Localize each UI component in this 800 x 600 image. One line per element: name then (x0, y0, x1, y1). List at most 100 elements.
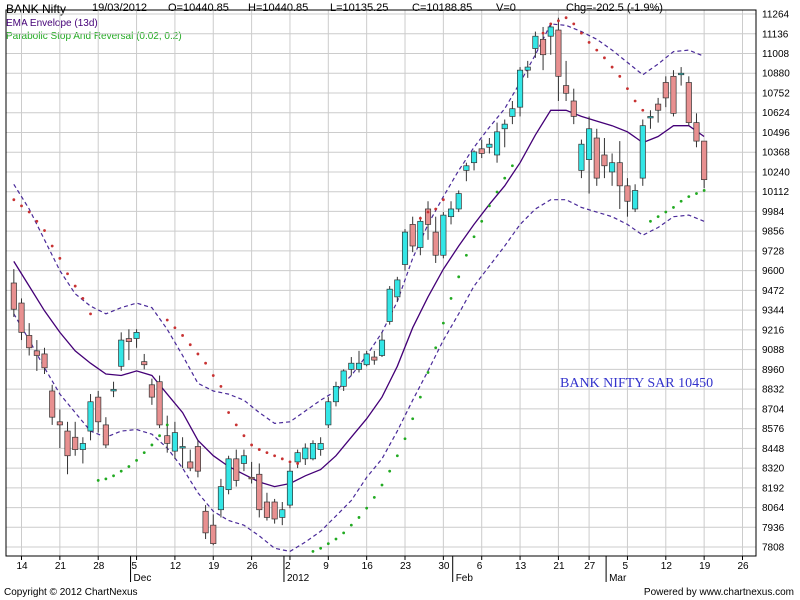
sar-dot-above (549, 22, 553, 26)
sar-dot-above (288, 460, 292, 464)
sar-dot-below (96, 479, 100, 482)
x-tick-label: 23 (400, 561, 412, 572)
sar-dot-above (418, 216, 422, 220)
sar-dot-above (250, 443, 254, 447)
y-tick-label: 9216 (762, 325, 785, 336)
sar-dot-above (587, 40, 591, 44)
sar-dot-below (449, 297, 453, 300)
candle-body (125, 338, 132, 342)
y-tick-label: 9856 (762, 227, 785, 238)
sar-dot-below (158, 434, 161, 438)
sar-dot-below (372, 495, 376, 499)
candle-body (79, 443, 86, 450)
candle-body (624, 185, 631, 202)
candle-body (685, 82, 692, 123)
sar-dot-below (695, 192, 698, 195)
candle-body (95, 396, 102, 423)
sar-dot-above (188, 343, 192, 347)
sar-dot-above (564, 16, 568, 20)
candle-body (279, 509, 286, 518)
sar-dot-above (280, 457, 284, 461)
sar-dot-above (557, 19, 560, 23)
y-tick-label: 8960 (762, 365, 785, 376)
candle-body (56, 421, 63, 426)
x-tick-label: 9 (323, 561, 329, 572)
candle-body (194, 446, 201, 472)
candle-body (378, 339, 386, 356)
y-tick-label: 8576 (762, 424, 785, 435)
sar-dot-above (50, 244, 54, 248)
sar-dot-below (702, 189, 706, 192)
sar-dot-above (27, 210, 31, 214)
sar-dot-below (127, 465, 131, 468)
sar-dot-below (349, 523, 353, 527)
candle-body (424, 208, 432, 225)
candle-body (317, 443, 324, 450)
sar-dot-above (181, 334, 184, 337)
sar-dot-below (418, 395, 422, 399)
sar-dot-below (357, 516, 361, 519)
candle-body (148, 384, 155, 398)
y-tick-label: 11136 (762, 29, 789, 40)
candle-body (187, 461, 194, 469)
powered-by-link[interactable]: Powered by www.chartnexus.com (643, 587, 794, 598)
candle-body (309, 443, 317, 460)
y-tick-label: 11264 (762, 10, 790, 21)
y-tick-label: 9600 (762, 266, 785, 277)
candle-body (593, 137, 600, 179)
sar-dot-above (641, 108, 645, 112)
sar-dot-above (204, 361, 207, 365)
chart-annotation: BANK NIFTY SAR 10450 (560, 376, 713, 391)
y-tick-label: 8704 (762, 404, 785, 415)
sar-dot-below (441, 321, 445, 325)
candle-body (494, 131, 501, 156)
x-tick-label: 27 (584, 561, 596, 572)
sar-dot-above (66, 272, 69, 276)
sar-dot-below (411, 417, 415, 421)
candle-body (64, 430, 71, 457)
sar-dot-below (464, 253, 468, 257)
sar-dot-below (434, 346, 438, 350)
x-tick-label: 12 (170, 561, 182, 572)
sar-dot-above (441, 198, 445, 202)
candle-body (440, 214, 447, 256)
candle-body (601, 154, 608, 167)
ema-line (13, 109, 705, 488)
candle-body (563, 85, 570, 94)
candle-body (578, 143, 585, 171)
candle-body (386, 288, 393, 322)
candle-body (586, 128, 593, 160)
sar-dot-below (119, 469, 123, 473)
candle-body (517, 69, 524, 108)
x-tick-label: 6 (477, 561, 483, 572)
candle-body (463, 165, 470, 171)
x-tick-label: 19 (699, 561, 711, 572)
sar-dot-below (142, 451, 146, 455)
sar-dot-below (687, 195, 691, 199)
y-tick-label: 9344 (762, 306, 785, 317)
candle-body (240, 455, 247, 464)
candle-body (325, 401, 332, 426)
y-tick-label: 10752 (762, 88, 790, 99)
month-label: Dec (134, 573, 152, 584)
x-tick-label: 26 (737, 561, 749, 572)
sar-dot-below (326, 542, 330, 546)
x-tick-label: 21 (55, 561, 67, 572)
sar-dot-below (649, 219, 652, 223)
candle-body (33, 350, 40, 356)
sar-dot-above (227, 411, 230, 414)
x-tick-label: 28 (93, 561, 105, 572)
candle-body (332, 385, 340, 403)
candle-body (210, 524, 217, 545)
month-label: Mar (609, 573, 627, 584)
plot-frame (5, 9, 757, 557)
low-value: L=10135.25 (330, 2, 389, 14)
sar-dot-above (273, 454, 277, 458)
candle-body (447, 208, 455, 218)
x-tick-label: 19 (208, 561, 220, 572)
x-tick-label: 5 (132, 561, 138, 572)
legend-ema-envelope: EMA Envelope (13d) (6, 18, 98, 29)
candle-body (647, 116, 654, 119)
sar-dot-above (43, 229, 46, 232)
